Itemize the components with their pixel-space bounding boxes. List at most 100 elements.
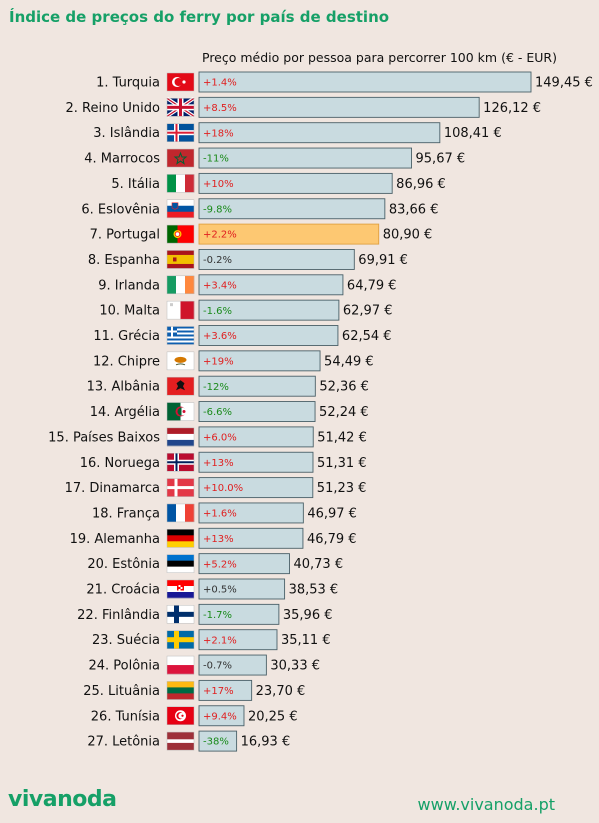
value-label: 51,23 € [317, 481, 367, 496]
change-label: -6.6% [203, 407, 232, 418]
bar [198, 147, 412, 169]
value-label: 52,36 € [319, 380, 369, 395]
flag-se-icon [166, 630, 195, 649]
category-label: 25. Lituânia [83, 684, 160, 699]
change-label: -0.2% [203, 255, 232, 266]
category-label: 27. Letônia [87, 735, 160, 750]
bar [198, 325, 339, 346]
flag-pt-icon [166, 224, 195, 244]
flag-fr-icon [166, 503, 195, 523]
bar [198, 96, 480, 118]
flag-tn-icon [166, 706, 195, 725]
flag-ma-icon [166, 148, 195, 168]
bar [198, 172, 393, 194]
value-label: 23,70 € [256, 684, 306, 699]
change-label: +2.1% [203, 635, 237, 646]
category-label: 16. Noruega [80, 456, 160, 471]
change-label: +2.2% [203, 230, 237, 241]
value-label: 108,41 € [444, 126, 502, 141]
change-label: -12% [203, 382, 229, 393]
value-label: 30,33 € [270, 659, 320, 674]
category-label: 8. Espanha [88, 253, 160, 268]
flag-dz-icon [166, 402, 195, 421]
value-label: 38,53 € [289, 583, 339, 598]
category-label: 9. Irlanda [98, 278, 160, 293]
category-label: 23. Suécia [92, 633, 160, 648]
category-label: 11. Grécia [93, 329, 160, 344]
flag-es-icon [166, 250, 195, 269]
flag-cy-icon [166, 351, 195, 371]
category-label: 14. Argélia [90, 405, 160, 420]
flag-si-icon [166, 199, 195, 219]
flag-pl-icon [166, 655, 195, 675]
bar [198, 248, 355, 270]
bar [198, 553, 290, 575]
change-label: -1.6% [203, 306, 232, 317]
flag-al-icon [166, 376, 195, 396]
value-label: 95,67 € [416, 152, 466, 167]
value-label: 46,97 € [307, 506, 357, 521]
change-label: +19% [203, 356, 234, 367]
website-link[interactable]: www.vivanoda.pt [417, 795, 555, 814]
value-label: 46,79 € [307, 532, 357, 547]
flag-is-icon [166, 123, 195, 142]
bar [198, 578, 286, 600]
change-label: +13% [203, 534, 234, 545]
change-label: +6.0% [203, 433, 237, 444]
bar-chart: 1. Turquia +1.4% 149,45 € 2. Reino Unido +8.… [48, 71, 593, 752]
change-label: -38% [203, 737, 229, 748]
flag-lv-icon [166, 731, 195, 751]
change-label: +18% [203, 128, 234, 139]
bar [198, 223, 380, 245]
value-label: 35,11 € [281, 633, 331, 648]
flag-nl-icon [166, 427, 195, 447]
flag-it-icon [166, 174, 195, 193]
bar [198, 730, 238, 752]
category-label: 10. Malta [99, 304, 160, 319]
category-label: 22. Finlândia [77, 608, 160, 623]
category-label: 12. Chipre [93, 354, 160, 369]
change-label: +17% [203, 686, 234, 697]
chart-title: Índice de preços do ferry por país de de… [9, 8, 390, 26]
bar [198, 705, 245, 727]
flag-lt-icon [166, 681, 195, 700]
value-label: 52,24 € [319, 405, 369, 420]
value-label: 86,96 € [396, 177, 446, 192]
bar [198, 451, 314, 473]
category-label: 19. Alemanha [70, 532, 160, 547]
flag-gr-icon [166, 326, 195, 345]
value-label: 69,91 € [358, 253, 408, 268]
value-label: 80,90 € [383, 228, 433, 243]
category-label: 24. Polônia [88, 659, 160, 674]
category-label: 20. Estônia [87, 557, 160, 572]
bar [198, 401, 316, 422]
change-label: +10% [203, 179, 234, 190]
change-label: -9.8% [203, 204, 232, 215]
bar [198, 350, 321, 372]
category-label: 7. Portugal [90, 228, 160, 243]
change-label: +3.4% [203, 280, 237, 291]
bar [198, 375, 316, 397]
flag-hr-icon [166, 579, 195, 599]
bar [198, 527, 304, 549]
change-label: +13% [203, 458, 234, 469]
category-label: 2. Reino Unido [66, 101, 161, 116]
value-label: 64,79 € [347, 278, 397, 293]
bar [198, 502, 304, 524]
value-label: 83,66 € [389, 202, 439, 217]
bar [198, 426, 314, 448]
bar [198, 198, 386, 220]
change-label: +5.2% [203, 559, 237, 570]
category-label: 6. Eslovênia [81, 202, 160, 217]
vivanoda-logo[interactable]: vivanoda [8, 787, 117, 812]
value-label: 16,93 € [241, 735, 291, 750]
category-label: 17. Dinamarca [65, 481, 160, 496]
value-label: 62,97 € [343, 304, 393, 319]
value-label: 62,54 € [342, 329, 392, 344]
category-label: 1. Turquia [96, 76, 160, 91]
value-label: 149,45 € [535, 76, 593, 91]
change-label: +1.4% [203, 78, 237, 89]
category-label: 18. França [92, 506, 160, 521]
value-label: 126,12 € [483, 101, 541, 116]
value-label: 51,31 € [317, 456, 367, 471]
